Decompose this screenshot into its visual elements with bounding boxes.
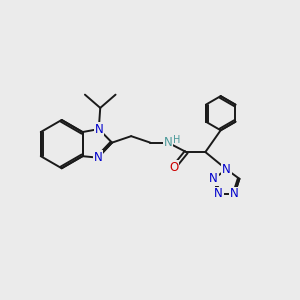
Text: O: O xyxy=(169,161,178,174)
Text: N: N xyxy=(230,188,239,200)
Text: H: H xyxy=(173,135,181,145)
Text: N: N xyxy=(94,123,103,136)
Text: N: N xyxy=(214,188,223,200)
Text: N: N xyxy=(164,136,172,149)
Text: N: N xyxy=(94,151,102,164)
Text: N: N xyxy=(209,172,218,185)
Text: N: N xyxy=(222,163,231,176)
